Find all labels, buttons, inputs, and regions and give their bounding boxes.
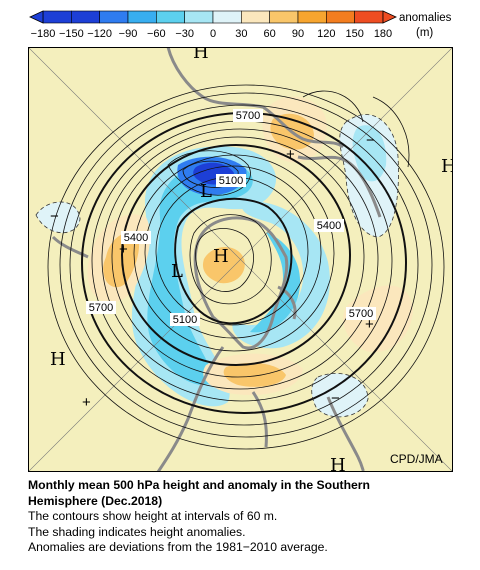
high-center-pole: H [213, 246, 229, 267]
colorbar-right-arrow [382, 10, 397, 24]
negative-anomaly-east [232, 201, 330, 349]
colorbar-segments [42, 10, 384, 24]
legend-title: anomalies [399, 12, 452, 24]
svg-text:5700: 5700 [349, 308, 373, 320]
caption-line-1: The contours show height at intervals of… [28, 509, 278, 523]
colorbar-segment [42, 10, 72, 24]
contour-label-5400-west: 5400 [121, 231, 151, 244]
anomaly-colorbar: −180 −150 −120 −90 −60 −30 0 30 60 90 120 150 180 an… [29, 10, 452, 40]
credit-label: CPD/JMA [390, 452, 443, 466]
low-center-lower: L [171, 261, 183, 282]
anomaly-signs: + − − + + + − [50, 132, 375, 411]
colorbar-segment [127, 10, 157, 24]
colorbar-segment [354, 10, 384, 24]
low-center-upper: L [200, 181, 212, 202]
colorbar-tick-label: −180 [31, 28, 56, 40]
positive-sign-west: + [119, 241, 128, 258]
positive-anomaly-south-core [223, 362, 286, 387]
pressure-centers: H L H L H H H [50, 47, 453, 472]
high-center-bottom: H [330, 455, 346, 472]
colorbar-tick-label: 0 [210, 28, 216, 40]
colorbar-tick-label: 150 [345, 28, 363, 40]
legend-unit: (m) [416, 27, 433, 39]
negative-anomaly-far-west [36, 201, 80, 233]
negative-anomaly-west-core [147, 162, 253, 385]
contour-label-5100-center: 5100 [216, 174, 246, 187]
caption-line-3: Anomalies are deviations from the 1981−2… [28, 540, 328, 554]
contour-label-5400-east: 5400 [314, 219, 344, 232]
colorbar-segment [71, 10, 100, 24]
high-center-top: H [193, 47, 209, 63]
positive-sign-east: + [365, 316, 374, 333]
colorbar-segment [297, 10, 327, 24]
positive-anomaly-east [343, 285, 413, 353]
colorbar-tick-labels: −180 −150 −120 −90 −60 −30 0 30 60 90 120 150 180 [31, 28, 393, 40]
colorbar-segment [184, 10, 214, 24]
svg-text:5700: 5700 [236, 110, 260, 122]
negative-sign-northeast: − [366, 132, 375, 149]
high-center-east: H [441, 156, 453, 177]
meridian-lines [28, 47, 453, 472]
map-border [28, 47, 453, 472]
colorbar-tick-label: 180 [374, 28, 392, 40]
positive-anomaly-pole [202, 247, 245, 284]
contour-label-5700-west: 5700 [86, 301, 116, 314]
colorbar-tick-label: −120 [87, 28, 112, 40]
colorbar-tick-label: −60 [147, 28, 166, 40]
negative-sign-south: − [331, 390, 340, 407]
contour-label-5700-north: 5700 [233, 109, 263, 122]
svg-text:5100: 5100 [219, 175, 243, 187]
polar-stereographic-map: 5700 5100 5400 5400 5700 5100 [28, 47, 453, 472]
colorbar-segment [156, 10, 185, 24]
high-center-west: H [50, 349, 66, 370]
colorbar-tick-label: 60 [264, 28, 276, 40]
colorbar-segment [212, 10, 242, 24]
colorbar-tick-label: −30 [175, 28, 194, 40]
colorbar-tick-label: 90 [292, 28, 304, 40]
contour-label-5100-south: 5100 [170, 313, 200, 326]
colorbar-segment [326, 10, 355, 24]
figure-caption: Monthly mean 500 hPa height and anomaly … [28, 478, 468, 556]
caption-title-line-1: Monthly mean 500 hPa height and anomaly … [28, 478, 370, 492]
anomaly-zero-contours [35, 114, 399, 418]
colorbar-tick-label: 120 [317, 28, 335, 40]
svg-text:5700: 5700 [89, 302, 113, 314]
negative-sign-far-west: − [50, 208, 59, 225]
colorbar-segment [269, 10, 299, 24]
caption-line-2: The shading indicates height anomalies. [28, 524, 246, 539]
caption-title-line-2: Hemisphere (Dec.2018) [28, 493, 163, 508]
height-contours [47, 84, 445, 450]
negative-anomaly-east-core [250, 232, 301, 333]
svg-text:5100: 5100 [173, 314, 197, 326]
colorbar-tick-label: −150 [59, 28, 84, 40]
svg-text:5400: 5400 [124, 232, 148, 244]
colorbar-tick-label: −90 [119, 28, 138, 40]
positive-sign-southwest: + [82, 394, 91, 411]
colorbar-segment [241, 10, 270, 24]
contour-label-5700-east: 5700 [346, 307, 376, 320]
colorbar-left-arrow [29, 10, 44, 24]
svg-text:5400: 5400 [317, 220, 341, 232]
contour-labels: 5700 5100 5400 5400 5700 5100 [86, 109, 376, 326]
colorbar-tick-label: 30 [235, 28, 247, 40]
colorbar-segment [99, 10, 129, 24]
positive-sign-north: + [286, 146, 295, 163]
